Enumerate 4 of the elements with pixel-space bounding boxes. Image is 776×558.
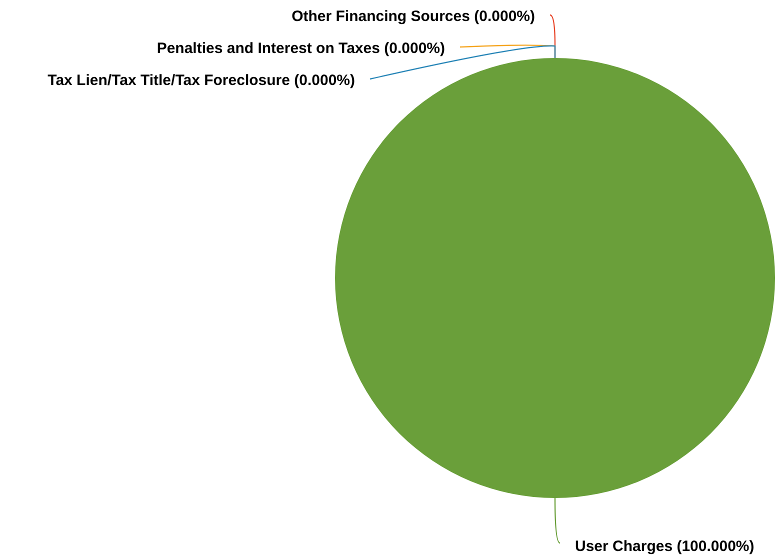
category-label: Other Financing Sources (0.000%) — [292, 8, 535, 26]
category-label: Tax Lien/Tax Title/Tax Foreclosure (0.000%) — [48, 72, 355, 90]
slice-label: User Charges (100.000%) — [575, 538, 754, 556]
category-label: Penalties and Interest on Taxes (0.000%) — [156, 40, 445, 58]
